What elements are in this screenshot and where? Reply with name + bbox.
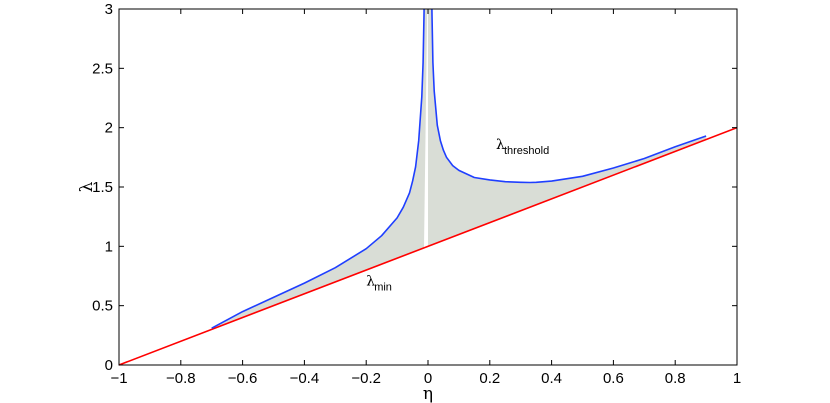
fill-region-left	[211, 9, 428, 330]
x-tick-label: 0.4	[541, 370, 562, 387]
x-tick-label: 0.8	[665, 370, 686, 387]
y-tick-label: 2.5	[92, 60, 113, 77]
y-tick-label: 1.5	[92, 179, 113, 196]
y-tick-label: 1	[105, 238, 113, 255]
y-axis-label: λ	[77, 181, 97, 192]
annotation-label-threshold: λ	[496, 137, 505, 153]
plot-area	[118, 9, 738, 366]
x-tick-label: 0.2	[479, 370, 500, 387]
x-tick-label: 1	[733, 370, 741, 387]
annotation-label-min: λ	[366, 273, 375, 289]
x-tick-label: −0.6	[228, 370, 258, 387]
x-tick-label: −0.4	[290, 370, 320, 387]
x-tick-label: −1	[110, 370, 127, 387]
annotation-subscript-min: min	[374, 281, 392, 293]
y-tick-label: 0.5	[92, 298, 113, 315]
y-tick-label: 3	[105, 1, 113, 18]
series-lambda-min-line	[118, 126, 738, 366]
x-tick-label: 0	[424, 370, 432, 387]
series-lambda-threshold-left	[211, 9, 425, 329]
series-lambda-threshold-right	[431, 9, 707, 184]
x-tick-label: −0.8	[166, 370, 196, 387]
ticks: −1 −0.8 −0.6 −0.4 −0.2 0 0.2 0.4 0.6 0.8 1 0 0.5 1 1.5…	[92, 1, 741, 387]
y-tick-label: 0	[105, 357, 113, 374]
x-tick-label: 0.6	[603, 370, 624, 387]
x-axis-label: η	[423, 384, 433, 403]
annotation-subscript-threshold: threshold	[504, 145, 549, 157]
fill-region-right	[428, 9, 707, 247]
x-tick-label: −0.2	[351, 370, 381, 387]
y-tick-label: 2	[105, 120, 113, 137]
